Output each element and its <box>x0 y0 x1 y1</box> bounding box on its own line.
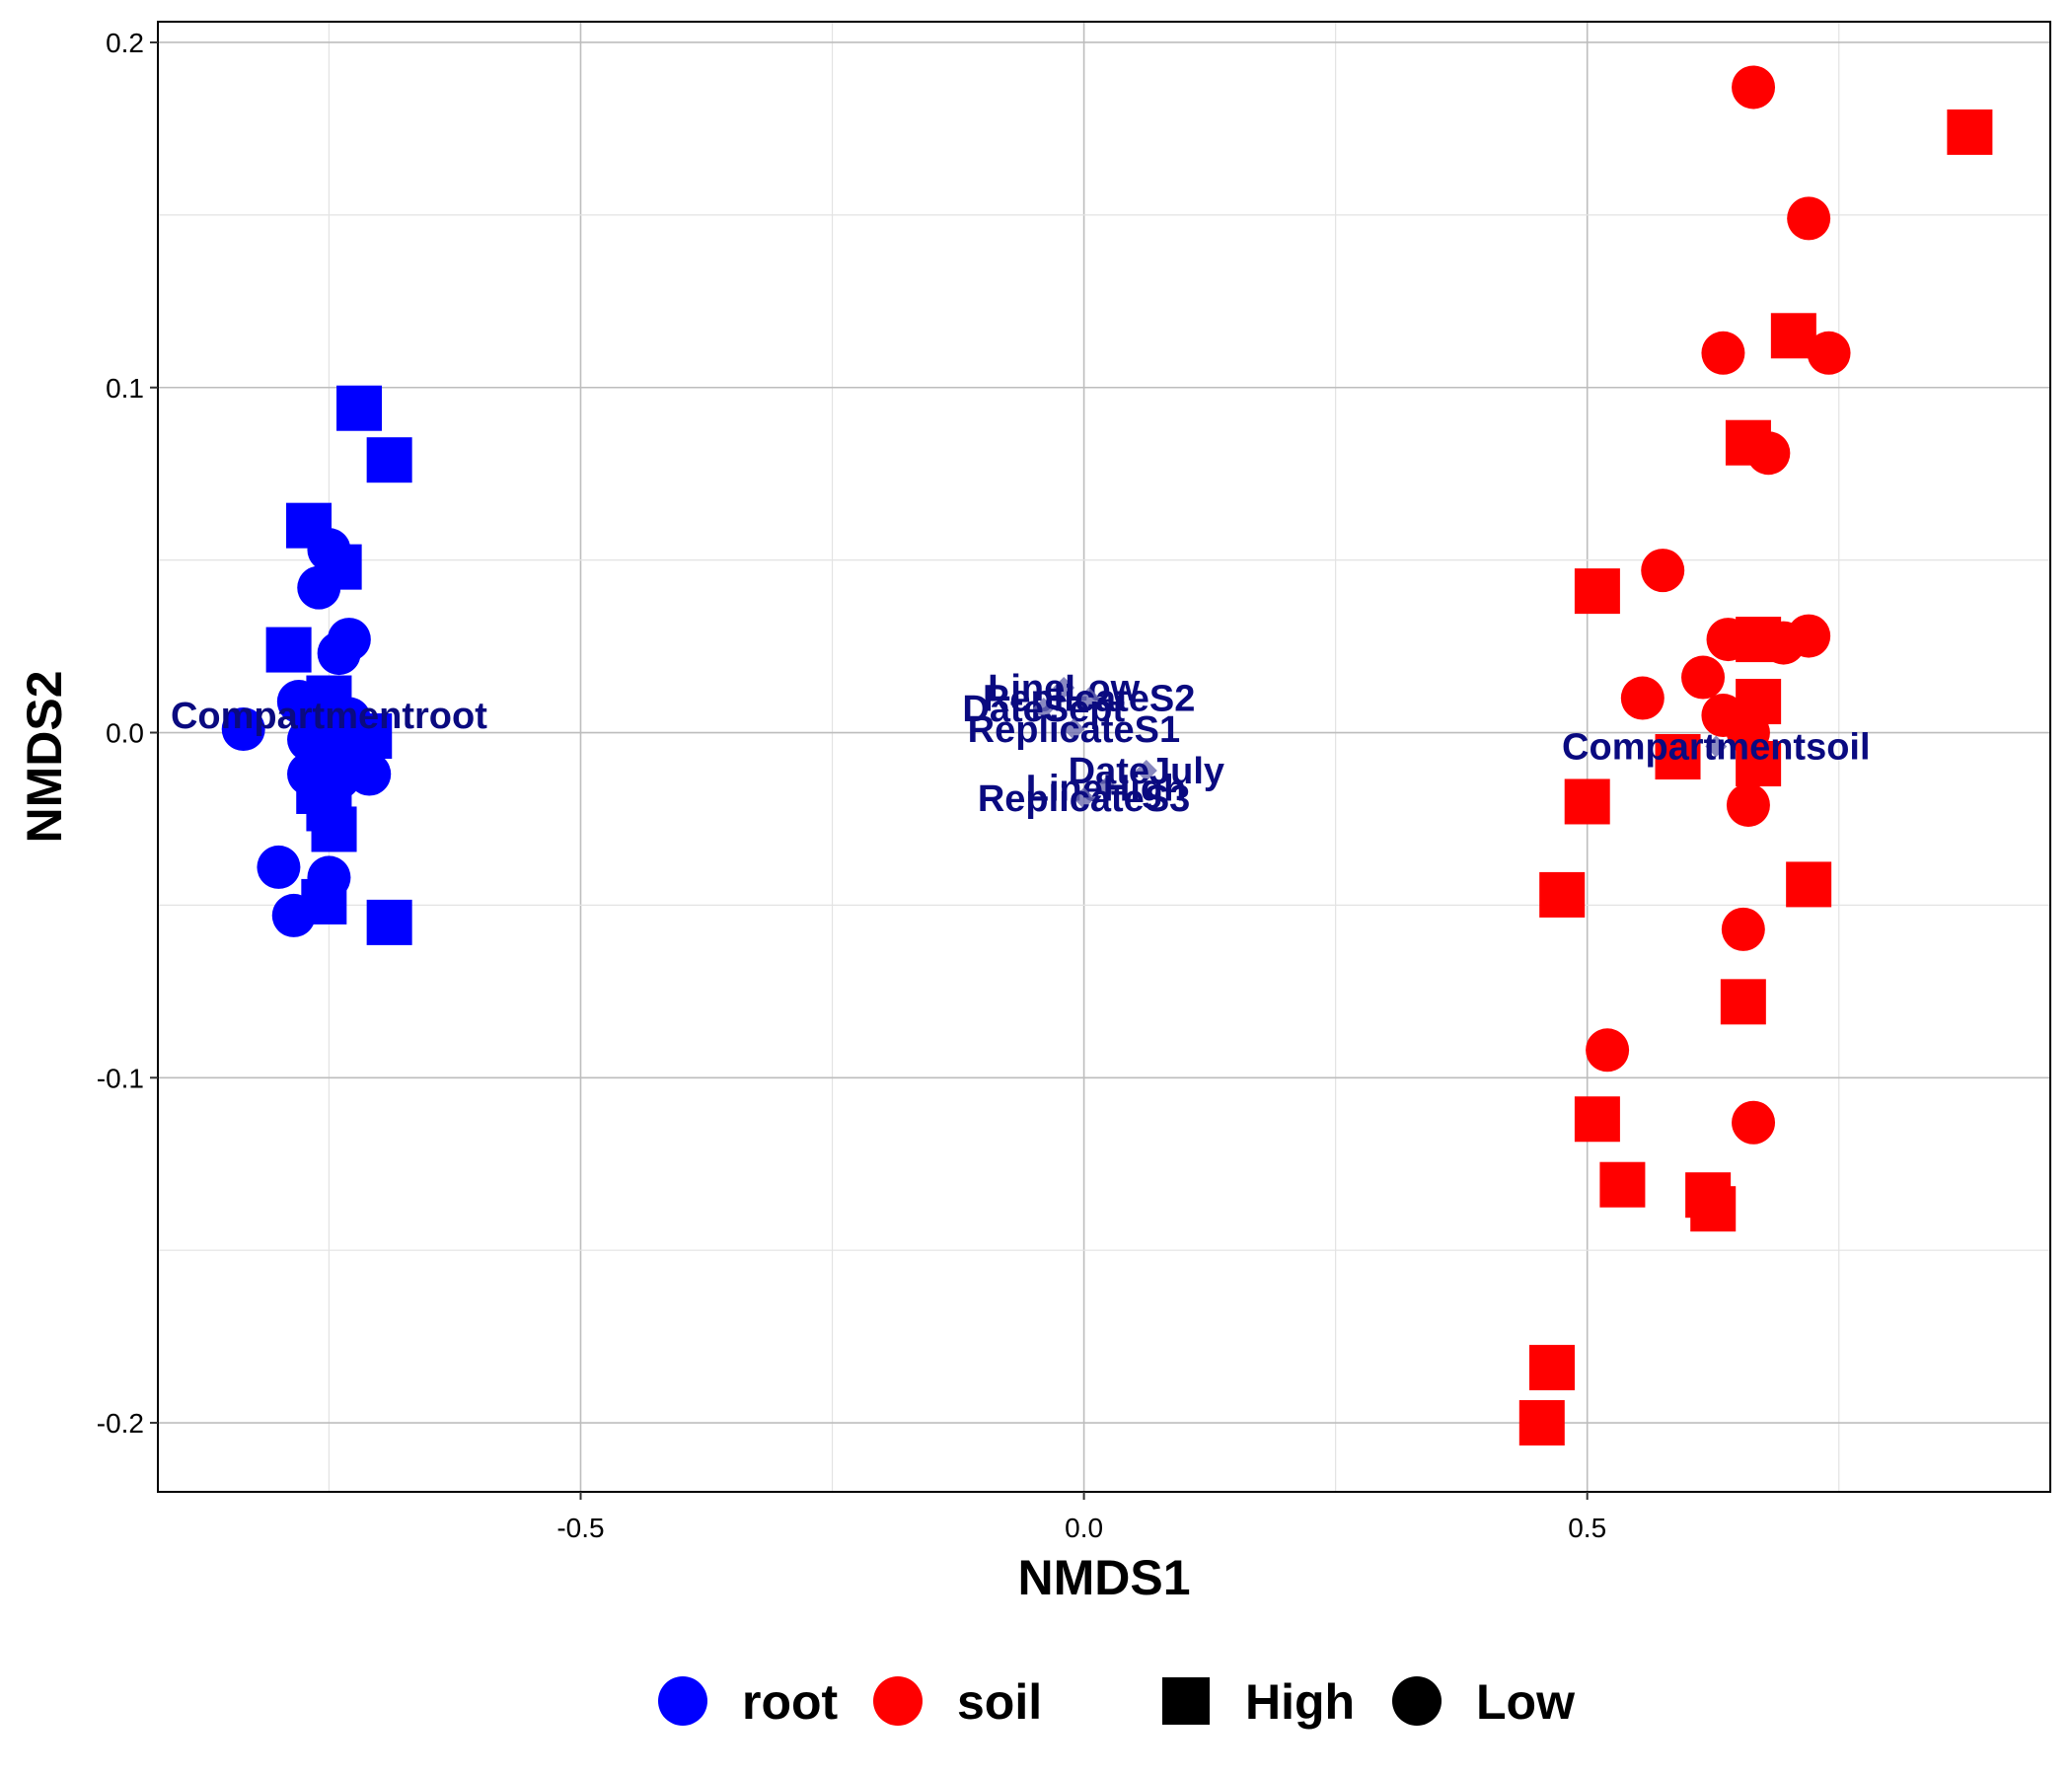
legend-key-Low <box>1392 1676 1442 1726</box>
point-root-low <box>221 707 265 752</box>
legend-label-Low: Low <box>1476 1674 1575 1730</box>
point-root-high <box>366 437 412 483</box>
vector-marker <box>1032 698 1055 720</box>
legend-key-High <box>1162 1677 1210 1725</box>
point-soil-low <box>1807 331 1851 375</box>
point-root-high <box>265 627 312 673</box>
point-root-high <box>311 806 357 852</box>
vector-marker <box>1135 759 1157 781</box>
point-root-high <box>336 385 383 431</box>
y-tick-label: -0.1 <box>97 1063 144 1093</box>
legend-label-root: root <box>742 1674 839 1730</box>
point-root-low <box>257 845 301 889</box>
vector-label: DateJuly <box>1069 751 1224 792</box>
legend-label-soil: soil <box>957 1674 1042 1730</box>
vector-label: Compartmentroot <box>171 696 487 737</box>
legend-label-High: High <box>1245 1674 1355 1730</box>
vector-label: LineLow <box>988 668 1141 709</box>
vector-label: Compartmentsoil <box>1562 727 1870 769</box>
y-tick-label: 0.2 <box>106 28 144 58</box>
point-soil-high <box>1539 871 1586 918</box>
point-soil-high <box>1690 1186 1737 1232</box>
point-soil-low <box>1721 907 1765 951</box>
plot-border <box>157 21 2051 1493</box>
point-soil-low <box>1620 676 1665 720</box>
point-soil-high <box>1786 861 1832 908</box>
vector-marker <box>1053 677 1075 700</box>
point-soil-high <box>1564 778 1610 825</box>
x-tick-label: 0.5 <box>1568 1513 1606 1543</box>
legend-key-root <box>658 1676 707 1726</box>
point-soil-low <box>1732 65 1776 110</box>
point-soil-high <box>1518 1400 1565 1446</box>
point-root-high <box>346 713 393 760</box>
x-tick-label: -0.5 <box>556 1513 604 1543</box>
point-root-low <box>347 752 392 796</box>
vector-label: ReplicateS3 <box>978 778 1190 820</box>
point-soil-low <box>1701 331 1745 375</box>
point-root-low <box>271 893 316 937</box>
point-soil-low <box>1787 614 1831 658</box>
point-soil-high <box>1574 568 1620 615</box>
vector-label: ReplicateS1 <box>968 709 1180 751</box>
point-soil-low <box>1681 655 1726 700</box>
point-soil-high <box>1655 734 1701 779</box>
point-soil-low <box>1726 782 1770 827</box>
x-axis-title: NMDS1 <box>1017 1550 1190 1605</box>
y-tick-label: 0.1 <box>106 373 144 404</box>
grid-lines <box>158 22 2050 1492</box>
point-soil-high <box>1736 740 1782 786</box>
vector-annotations: CompartmentrootCompartmentsoilLineLowRep… <box>171 668 1871 820</box>
vector-label: LineHigh <box>1026 768 1187 809</box>
axis-ticks: -0.5 0.0 0.5 0.2 0.1 0.0 -0.1 -0.2 <box>97 28 1606 1543</box>
legend: root soil High Low <box>658 1674 1575 1730</box>
point-soil-low <box>1787 196 1831 241</box>
y-tick-label: 0.0 <box>106 718 144 749</box>
x-tick-label: 0.0 <box>1065 1513 1103 1543</box>
vector-marker <box>1705 735 1728 758</box>
point-soil-low <box>1586 1028 1630 1073</box>
vector-marker <box>1063 718 1085 741</box>
point-soil-high <box>1947 109 1993 155</box>
point-root-low <box>297 565 341 610</box>
legend-key-soil <box>873 1676 923 1726</box>
vector-marker <box>1073 786 1095 809</box>
point-soil-low <box>1641 549 1685 593</box>
point-root-high <box>366 899 412 945</box>
point-soil-low <box>1746 431 1791 476</box>
point-soil-high <box>1720 979 1766 1025</box>
y-tick-label: -0.2 <box>97 1408 144 1439</box>
point-soil-high <box>1599 1161 1646 1208</box>
vector-marker <box>1077 687 1100 709</box>
y-axis-title: NMDS2 <box>17 670 72 843</box>
vector-label: ReplicateS2 <box>983 679 1195 720</box>
vector-marker <box>1095 777 1118 799</box>
point-soil-low <box>1732 1100 1776 1145</box>
point-soil-high <box>1574 1096 1620 1143</box>
point-soil-high <box>1528 1345 1575 1391</box>
vector-label: DateSept <box>962 689 1125 730</box>
data-points <box>221 65 1993 1446</box>
point-root-low <box>317 631 361 676</box>
